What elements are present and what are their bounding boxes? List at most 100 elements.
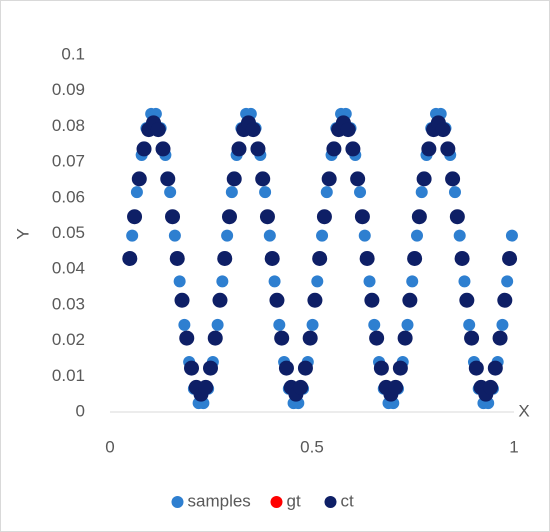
point bbox=[179, 330, 195, 346]
point bbox=[340, 122, 356, 138]
point bbox=[217, 250, 233, 266]
point bbox=[435, 122, 451, 138]
point bbox=[402, 292, 418, 308]
point bbox=[497, 292, 513, 308]
point bbox=[273, 318, 286, 331]
point bbox=[226, 171, 242, 187]
point bbox=[306, 318, 319, 331]
y-tick-label: 0.02 bbox=[52, 330, 85, 349]
point bbox=[463, 318, 476, 331]
point bbox=[165, 209, 181, 225]
legend-label: samples bbox=[188, 491, 251, 510]
point bbox=[492, 330, 508, 346]
point bbox=[160, 171, 176, 187]
point bbox=[174, 292, 190, 308]
point bbox=[445, 171, 461, 187]
legend-label: gt bbox=[287, 491, 301, 510]
point bbox=[459, 292, 475, 308]
point bbox=[269, 292, 285, 308]
point bbox=[483, 379, 499, 395]
point bbox=[416, 171, 432, 187]
point bbox=[397, 330, 413, 346]
point bbox=[221, 229, 234, 242]
point bbox=[468, 360, 484, 376]
point bbox=[173, 275, 186, 288]
y-tick-label: 0.08 bbox=[52, 116, 85, 135]
y-tick-label: 0.07 bbox=[52, 152, 85, 171]
point bbox=[231, 141, 247, 157]
point bbox=[131, 171, 147, 187]
legend-marker bbox=[171, 496, 184, 508]
point bbox=[448, 186, 461, 199]
y-tick-label: 0.04 bbox=[52, 259, 85, 278]
point bbox=[368, 318, 381, 331]
point bbox=[302, 330, 318, 346]
point bbox=[415, 186, 428, 199]
point bbox=[453, 229, 466, 242]
point bbox=[122, 250, 138, 266]
y-axis-label: Y bbox=[13, 228, 32, 239]
point bbox=[202, 360, 218, 376]
point bbox=[364, 292, 380, 308]
point bbox=[321, 171, 337, 187]
point bbox=[326, 141, 342, 157]
point bbox=[245, 122, 261, 138]
point bbox=[316, 209, 332, 225]
point bbox=[263, 229, 276, 242]
legend-label: ct bbox=[341, 491, 355, 510]
point bbox=[407, 250, 423, 266]
legend-marker bbox=[324, 496, 337, 508]
y-tick-label: 0 bbox=[76, 401, 85, 420]
point bbox=[168, 229, 181, 242]
point bbox=[505, 229, 518, 242]
point bbox=[268, 275, 281, 288]
point bbox=[293, 379, 309, 395]
point bbox=[464, 330, 480, 346]
point bbox=[221, 209, 237, 225]
point bbox=[178, 318, 191, 331]
point bbox=[345, 141, 361, 157]
legend-marker bbox=[270, 496, 283, 508]
point bbox=[373, 360, 389, 376]
point bbox=[225, 186, 238, 199]
point bbox=[255, 171, 271, 187]
point bbox=[169, 250, 185, 266]
point bbox=[150, 122, 166, 138]
point bbox=[388, 379, 404, 395]
point bbox=[312, 250, 328, 266]
point bbox=[350, 171, 366, 187]
point bbox=[410, 229, 423, 242]
point bbox=[297, 360, 313, 376]
point bbox=[307, 292, 323, 308]
point bbox=[250, 141, 266, 157]
point bbox=[311, 275, 324, 288]
point bbox=[369, 330, 385, 346]
point bbox=[440, 141, 456, 157]
point bbox=[502, 250, 518, 266]
point bbox=[212, 292, 228, 308]
point bbox=[155, 141, 171, 157]
y-tick-label: 0.06 bbox=[52, 187, 85, 206]
point bbox=[454, 250, 470, 266]
point bbox=[359, 250, 375, 266]
y-tick-label: 0.05 bbox=[52, 223, 85, 242]
y-tick-label: 0.1 bbox=[61, 44, 85, 63]
x-tick-label: 0.5 bbox=[300, 437, 324, 456]
point bbox=[211, 318, 224, 331]
point bbox=[411, 209, 427, 225]
point bbox=[363, 275, 376, 288]
point bbox=[421, 141, 437, 157]
point bbox=[278, 360, 294, 376]
point bbox=[354, 209, 370, 225]
point bbox=[354, 186, 367, 199]
point bbox=[184, 360, 200, 376]
point bbox=[392, 360, 408, 376]
y-tick-label: 0.03 bbox=[52, 294, 85, 313]
point bbox=[136, 141, 152, 157]
point bbox=[198, 379, 214, 395]
point bbox=[264, 250, 280, 266]
x-tick-label: 1 bbox=[509, 437, 518, 456]
